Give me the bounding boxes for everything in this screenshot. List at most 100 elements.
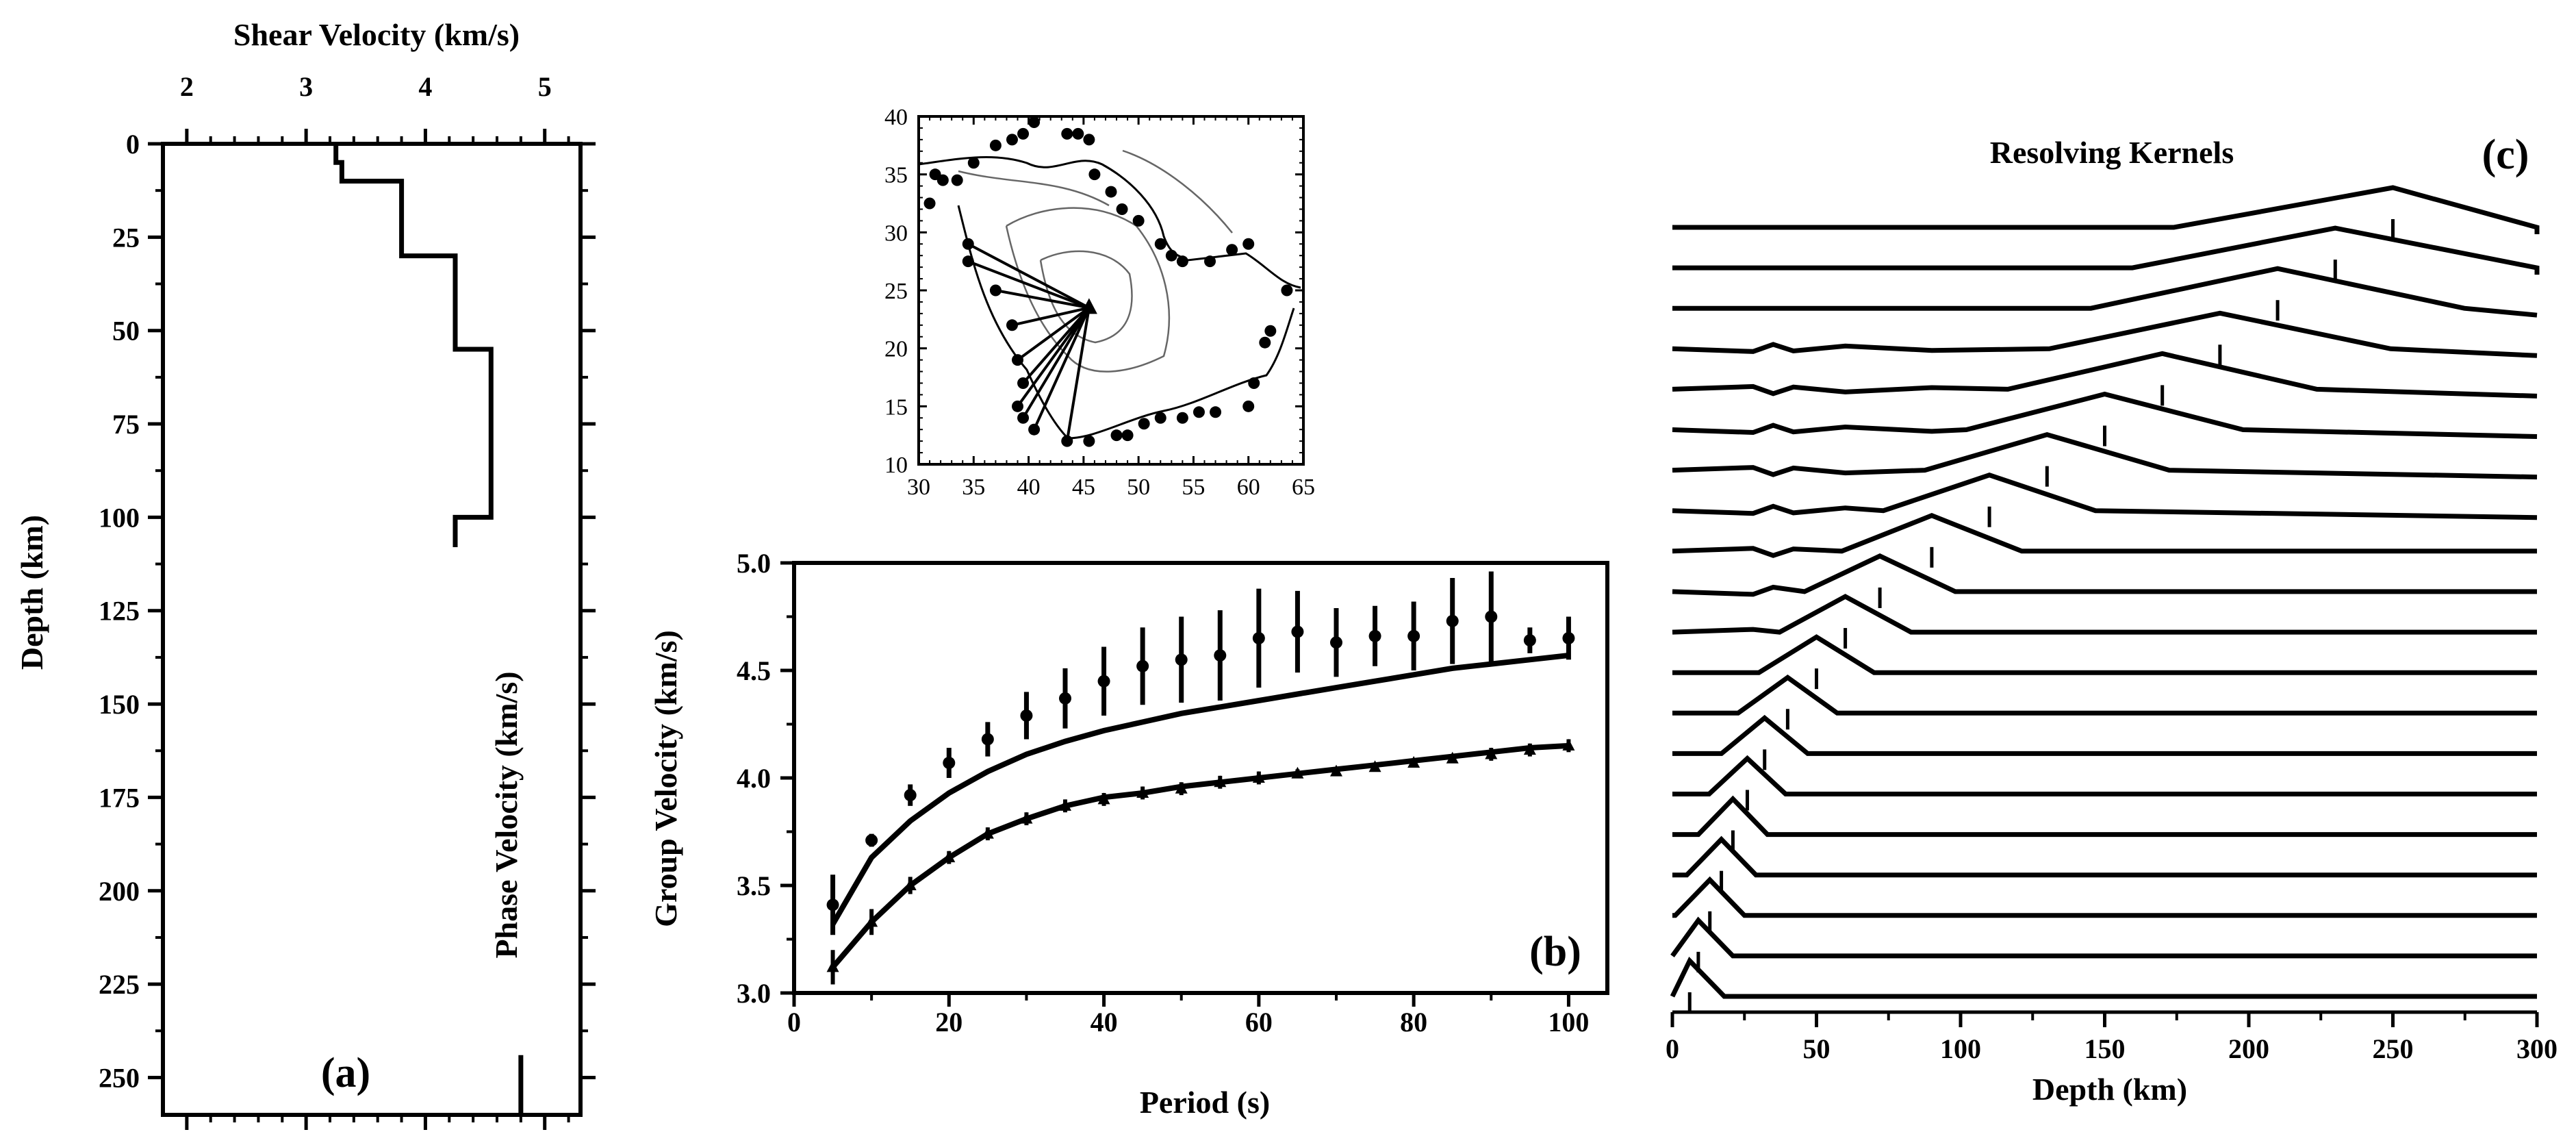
panel-c-kernels [1670,185,2540,1013]
panel-c-kernel-curve [1672,310,2538,358]
inset-event-dot [1138,418,1150,430]
panel-b-ytick-label: 4.5 [737,655,771,686]
panel-b-phase-point [981,827,994,839]
inset-ray-path [967,242,1090,310]
inset-ray-path [1016,307,1091,407]
panel-a-ytick-label: 50 [112,316,140,347]
panel-a-xtick-label: 5 [538,71,552,102]
panel-a-xtick-label: 4 [418,71,432,102]
panel-b-group-point [865,834,878,847]
panel-b-group-point [1252,631,1265,644]
panel-b-phase-point [865,915,878,927]
panel-b-group-point [1136,659,1149,672]
panel-b-phase-point [1330,764,1342,777]
panel-b-xlabel: Period (s) [1140,1085,1270,1120]
panel-b-phase-point [1523,743,1536,755]
panel-b-ytick-label: 5.0 [737,548,771,579]
panel-b-frame [792,561,1609,995]
panel-a-ytick-label: 25 [112,222,140,253]
panel-b-xtick-label: 80 [1400,1007,1427,1037]
inset-event-dot [1154,412,1166,424]
panel-b-phase-point [826,960,839,972]
inset-event-dot [1259,336,1271,349]
panel-b-group-point [826,898,839,911]
panel-b-group-point [1020,709,1033,722]
panel-b-xtick-label: 20 [935,1007,962,1037]
panel-b-ytick-label: 3.5 [737,870,771,901]
panel-b-group-point [981,733,994,746]
panel-c-kernel-curve [1670,916,2537,959]
panel-b-group-point [1175,653,1188,666]
inset-event-dot [1176,412,1188,424]
panel-c: Resolving Kernels (c) 0 50 100 150 200 250 300… [1666,131,2558,1107]
panel-b-group-point [1485,610,1498,623]
inset-ray-path [1032,307,1091,431]
inset-event-dot [1264,325,1277,337]
inset-event-dot [962,255,974,268]
inset-ray-path [1017,306,1091,362]
panel-c-kernel-curve [1672,755,2537,796]
inset-ray-path [967,260,1090,310]
inset-coastline [918,155,1301,440]
panel-a: Shear Velocity (km/s) 2 3 4 5 0 25 50 75 100 125… [14,17,596,1130]
panel-b-group-point [1097,675,1110,688]
panel-a-ytick-label: 0 [126,129,140,160]
inset-yticks: 10 15 20 25 30 35 40 [884,105,1303,478]
inset-xtick-label: 45 [1072,475,1095,500]
inset-ytick-label: 40 [884,105,908,130]
inset-ytick-label: 20 [884,337,908,362]
panel-c-kernel-curve [1672,391,2538,439]
panel-b-group-model-curve [830,653,1569,926]
inset-event-dot [1193,406,1205,418]
inset-event-dot [1132,214,1145,227]
inset-event-dot [1028,116,1041,128]
panel-b-group-point [1059,692,1071,705]
inset-event-dot [1176,255,1188,268]
inset-xtick-label: 65 [1292,475,1315,500]
panel-a-xticks: 2 3 4 5 [180,71,570,1130]
panel-c-xtick-label: 100 [1940,1033,1981,1064]
panel-c-xlabel: Depth (km) [2032,1072,2187,1107]
panel-b-phase-point [1407,756,1420,768]
panel-b-xtick-label: 100 [1548,1007,1589,1037]
inset-event-dot [1072,127,1084,140]
panel-a-ytick-label: 125 [99,596,140,627]
inset-ray-path [1021,307,1091,419]
panel-c-kernel-curve [1672,513,2537,558]
panel-b-yticks: 3.0 3.5 4.0 4.5 5.0 [737,548,794,1009]
panel-c-kernel-curve [1672,594,2537,635]
panel-c-kernel-curve [1672,266,2538,318]
inset-event-dot [1242,238,1255,250]
panel-b-xticks: 0 20 40 60 80 100 [787,993,1589,1037]
inset-ray-path [1022,307,1091,384]
panel-b-observations [826,571,1575,985]
panel-c-kernel-curve [1672,431,2538,480]
panel-c-xtick-label: 50 [1803,1033,1831,1064]
panel-a-ytick-label: 100 [99,502,140,533]
inset-ytick-label: 30 [884,221,908,246]
inset-event-dot [1061,435,1073,447]
panel-c-kernel-curve [1672,876,2537,918]
panel-b-phase-point [1214,775,1227,788]
panel-a-ylabel: Depth (km) [14,515,49,670]
inset-event-dot [1121,429,1134,442]
inset-paths [967,242,1091,442]
inset-event-dot [989,284,1002,297]
panel-c-xtick-label: 0 [1666,1033,1679,1064]
panel-a-ytick-label: 200 [99,876,140,907]
inset-event-dot [1210,406,1222,418]
inset-topography [958,149,1233,373]
panel-b-phase-point [1175,781,1188,794]
panel-b-phase-point [1252,771,1265,783]
panel-b-phase-point [1020,811,1033,824]
panel-a-xlabel: Shear Velocity (km/s) [233,17,520,52]
inset-event-dot [1012,400,1024,412]
panel-b-phase-point [1059,798,1071,811]
inset-xtick-label: 30 [907,475,930,500]
inset-event-dot [1281,284,1293,297]
inset-event-dot [1017,127,1030,140]
inset-xtick-label: 60 [1237,475,1260,500]
inset-ytick-label: 25 [884,279,908,304]
panel-c-xtick-label: 250 [2373,1033,2414,1064]
inset-event-dot [1110,429,1123,442]
